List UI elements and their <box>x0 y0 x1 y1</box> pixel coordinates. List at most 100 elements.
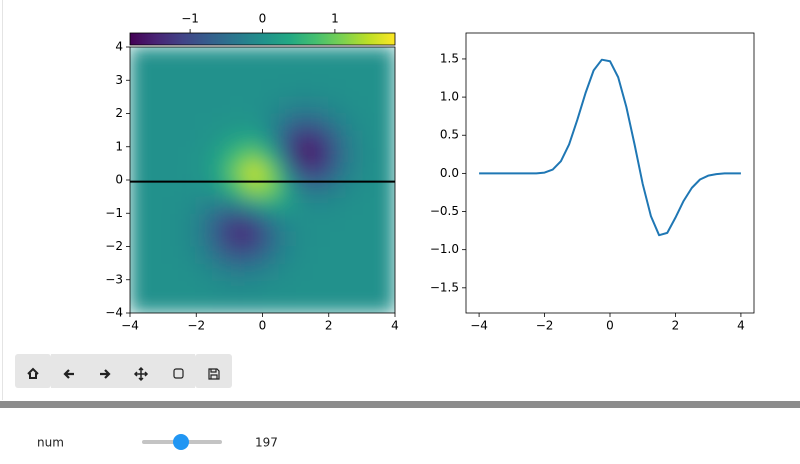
heatmap-cell <box>130 212 147 231</box>
heatmap-cell <box>195 296 214 313</box>
heatmap-cell <box>345 146 363 164</box>
heatmap-cell <box>195 129 214 148</box>
heatmap-cell <box>311 212 330 231</box>
heatmap-cell <box>146 246 164 264</box>
y-tick-label: −0.5 <box>430 204 459 218</box>
heatmap-cell <box>262 129 280 148</box>
forward-button[interactable] <box>87 354 123 388</box>
heatmap-cell <box>262 229 280 247</box>
heatmap-cell <box>146 129 164 148</box>
heatmap-cell <box>311 129 330 148</box>
home-button[interactable] <box>15 354 51 388</box>
heatmap-cell <box>262 279 280 297</box>
heatmap-cell <box>179 113 197 131</box>
heatmap-cell <box>195 163 214 181</box>
toolbar <box>15 354 232 388</box>
heatmap-cell <box>378 179 395 197</box>
heatmap-cell <box>295 146 313 164</box>
heatmap-cell <box>378 262 395 281</box>
heatmap-cell <box>162 246 180 264</box>
heatmap-cell <box>345 262 363 281</box>
heatmap-cell <box>245 146 263 164</box>
heatmap-cell <box>295 163 313 181</box>
heatmap-cell <box>212 163 230 181</box>
heatmap-cell <box>345 279 363 297</box>
heatmap-cell <box>295 296 313 313</box>
heatmap-cell <box>278 212 296 231</box>
heatmap-cell <box>311 196 330 214</box>
y-tick-label: −1.5 <box>430 280 459 294</box>
heatmap-cell <box>345 179 363 197</box>
heatmap-cell <box>361 79 379 98</box>
heatmap-cell <box>262 113 280 131</box>
heatmap-cell <box>162 296 180 313</box>
heatmap-cell <box>146 229 164 247</box>
heatmap-cell <box>361 113 379 131</box>
heatmap-cell <box>328 47 346 64</box>
heatmap-cell <box>162 196 180 214</box>
heatmap-cell <box>146 212 164 231</box>
x-tick-label: 2 <box>325 319 333 333</box>
heatmap-cell <box>328 146 346 164</box>
heatmap-cell <box>212 212 230 231</box>
heatmap-cell <box>361 146 379 164</box>
heatmap-cell <box>245 246 263 264</box>
heatmap-cell <box>195 146 214 164</box>
heatmap-cell <box>345 296 363 313</box>
heatmap-cell <box>130 279 147 297</box>
save-button[interactable] <box>195 354 232 388</box>
zoom-button[interactable] <box>159 354 195 388</box>
heatmap-cell <box>345 196 363 214</box>
heatmap-cell <box>162 79 180 98</box>
heatmap-cell <box>278 63 296 81</box>
heatmap-cell <box>295 196 313 214</box>
heatmap-cell <box>295 113 313 131</box>
divider <box>0 401 800 408</box>
heatmap-cell <box>361 279 379 297</box>
heatmap-cell <box>195 262 214 281</box>
heatmap-cell <box>328 96 346 114</box>
heatmap-cell <box>278 146 296 164</box>
heatmap-cell <box>212 246 230 264</box>
heatmap-cell <box>162 279 180 297</box>
line-series <box>479 58 741 237</box>
heatmap-cell <box>212 63 230 81</box>
slider-value: 197 <box>255 436 278 450</box>
heatmap-cell <box>245 296 263 313</box>
heatmap-cell <box>179 163 197 181</box>
heatmap-cell <box>262 79 280 98</box>
heatmap-cell <box>378 229 395 247</box>
y-tick-label: 3 <box>115 73 123 87</box>
heatmap-cell <box>245 179 263 197</box>
heatmap-cell <box>311 262 330 281</box>
x-tick-label: −4 <box>470 319 488 333</box>
heatmap-cell <box>229 47 247 64</box>
heatmap-cell <box>146 279 164 297</box>
heatmap-cell <box>229 246 247 264</box>
heatmap-cell <box>146 47 164 64</box>
heatmap-cell <box>328 163 346 181</box>
y-tick-label: −4 <box>105 306 123 320</box>
heatmap-cell <box>179 146 197 164</box>
heatmap-cell <box>378 163 395 181</box>
heatmap-cell <box>378 196 395 214</box>
heatmap-cell <box>328 212 346 231</box>
x-tick-label: −2 <box>536 319 554 333</box>
back-button[interactable] <box>51 354 87 388</box>
heatmap-cell <box>361 196 379 214</box>
heatmap-cell <box>162 262 180 281</box>
slider-thumb[interactable] <box>173 434 189 450</box>
heatmap-cell <box>278 96 296 114</box>
heatmap-cell <box>245 129 263 148</box>
heatmap-cell <box>130 229 147 247</box>
heatmap-cell <box>146 146 164 164</box>
heatmap-cell <box>295 79 313 98</box>
heatmap-cell <box>361 63 379 81</box>
heatmap-cell <box>229 163 247 181</box>
x-tick-label: −4 <box>121 319 139 333</box>
heatmap-cell <box>245 262 263 281</box>
heatmap-cell <box>245 163 263 181</box>
pan-button[interactable] <box>123 354 159 388</box>
heatmap-cell <box>278 196 296 214</box>
heatmap-cell <box>130 296 147 313</box>
